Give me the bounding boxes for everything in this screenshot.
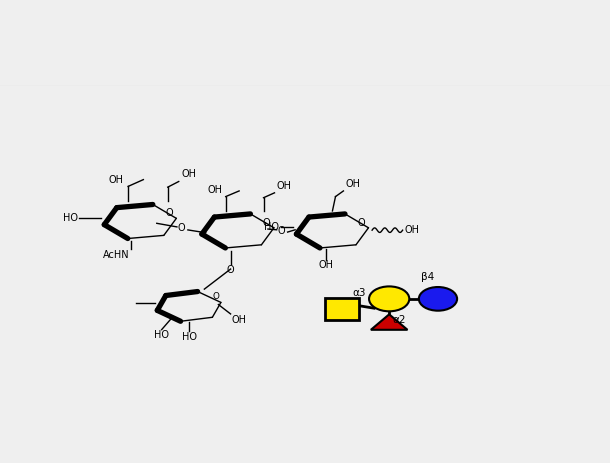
Text: HO: HO — [63, 213, 78, 223]
Text: O: O — [263, 218, 270, 228]
Text: O: O — [178, 223, 185, 233]
Text: OH: OH — [404, 225, 420, 235]
Text: OH: OH — [181, 169, 196, 179]
Text: HO: HO — [182, 332, 196, 342]
Text: β4: β4 — [422, 272, 434, 282]
Text: OH: OH — [277, 181, 292, 191]
Text: α2: α2 — [392, 315, 406, 325]
Text: α3: α3 — [353, 288, 366, 298]
Text: O: O — [227, 264, 234, 275]
Text: AcHN: AcHN — [102, 250, 129, 260]
Text: OH: OH — [319, 260, 334, 270]
Polygon shape — [371, 314, 407, 330]
Text: OH: OH — [108, 175, 123, 185]
Circle shape — [369, 287, 409, 311]
Text: O: O — [212, 292, 219, 301]
Text: O: O — [357, 218, 365, 228]
Bar — [325, 299, 359, 319]
Text: OH: OH — [232, 315, 247, 325]
Text: OH: OH — [207, 186, 222, 195]
Text: HO: HO — [154, 331, 169, 340]
Circle shape — [419, 287, 457, 311]
Text: OH: OH — [346, 179, 361, 189]
Text: O: O — [165, 208, 173, 219]
Text: HO: HO — [264, 222, 279, 232]
Text: O: O — [278, 226, 285, 236]
